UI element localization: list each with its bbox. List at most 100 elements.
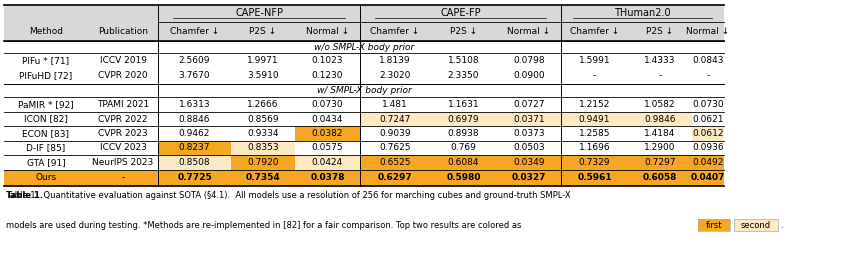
Text: NeurIPS 2023: NeurIPS 2023 xyxy=(93,158,154,167)
Text: 0.6525: 0.6525 xyxy=(379,158,411,167)
Text: 0.0900: 0.0900 xyxy=(513,72,545,80)
Text: ICCV 2023: ICCV 2023 xyxy=(99,144,146,153)
Text: PIFuHD [72]: PIFuHD [72] xyxy=(19,72,73,80)
Bar xyxy=(497,155,561,170)
Text: 0.9846: 0.9846 xyxy=(644,114,676,124)
Text: 0.9462: 0.9462 xyxy=(179,129,210,138)
Text: 0.7329: 0.7329 xyxy=(579,158,610,167)
Text: models are used during testing. *Methods are re-implemented in [82] for a fair c: models are used during testing. *Methods… xyxy=(6,220,522,230)
Text: P2S ↓: P2S ↓ xyxy=(450,27,477,36)
Bar xyxy=(628,112,692,126)
Text: 0.9039: 0.9039 xyxy=(379,129,411,138)
Text: 1.6313: 1.6313 xyxy=(179,100,210,109)
Text: PIFu * [71]: PIFu * [71] xyxy=(22,56,69,65)
Text: 0.0936: 0.0936 xyxy=(692,144,724,153)
Text: Chamfer ↓: Chamfer ↓ xyxy=(170,27,219,36)
Text: GTA [91]: GTA [91] xyxy=(27,158,66,167)
Text: 0.7297: 0.7297 xyxy=(644,158,676,167)
Text: 1.5991: 1.5991 xyxy=(579,56,611,65)
Text: 0.0407: 0.0407 xyxy=(691,174,725,183)
Text: -: - xyxy=(658,72,662,80)
Bar xyxy=(4,170,724,186)
Text: CAPE-FP: CAPE-FP xyxy=(440,8,481,18)
Text: Ours: Ours xyxy=(35,174,56,183)
Text: 1.2900: 1.2900 xyxy=(644,144,676,153)
Bar xyxy=(497,112,561,126)
Text: 0.0503: 0.0503 xyxy=(513,144,545,153)
Text: 0.8569: 0.8569 xyxy=(247,114,279,124)
Text: 1.8139: 1.8139 xyxy=(379,56,411,65)
Bar xyxy=(692,155,724,170)
Bar xyxy=(295,126,360,141)
Text: 0.0382: 0.0382 xyxy=(311,129,343,138)
Text: first: first xyxy=(706,220,722,230)
Text: 1.4184: 1.4184 xyxy=(644,129,676,138)
Text: .: . xyxy=(780,220,783,230)
Text: TPAMI 2021: TPAMI 2021 xyxy=(97,100,149,109)
Bar xyxy=(158,141,231,155)
Text: 1.481: 1.481 xyxy=(382,100,408,109)
Text: 0.6058: 0.6058 xyxy=(643,174,677,183)
Text: 0.0730: 0.0730 xyxy=(692,100,724,109)
Text: CVPR 2020: CVPR 2020 xyxy=(99,72,148,80)
Text: 1.2152: 1.2152 xyxy=(579,100,610,109)
Bar xyxy=(734,219,778,231)
Text: 0.0798: 0.0798 xyxy=(513,56,545,65)
Text: P2S ↓: P2S ↓ xyxy=(646,27,674,36)
Text: 0.8938: 0.8938 xyxy=(448,129,479,138)
Text: Method: Method xyxy=(29,27,63,36)
Bar xyxy=(158,155,231,170)
Text: 0.0378: 0.0378 xyxy=(311,174,345,183)
Text: 0.0843: 0.0843 xyxy=(692,56,724,65)
Text: 0.7725: 0.7725 xyxy=(177,174,212,183)
Bar xyxy=(4,5,724,41)
Text: 0.6979: 0.6979 xyxy=(448,114,479,124)
Text: Normal ↓: Normal ↓ xyxy=(687,27,729,36)
Bar xyxy=(692,126,724,141)
Text: CAPE-NFP: CAPE-NFP xyxy=(235,8,283,18)
Text: 0.8353: 0.8353 xyxy=(247,144,279,153)
Text: Chamfer ↓: Chamfer ↓ xyxy=(570,27,619,36)
Bar xyxy=(698,219,730,231)
Text: w/ SMPL-X body prior: w/ SMPL-X body prior xyxy=(317,86,412,95)
Text: 0.0349: 0.0349 xyxy=(513,158,545,167)
Text: 0.7625: 0.7625 xyxy=(379,144,411,153)
Text: 1.2666: 1.2666 xyxy=(247,100,279,109)
Text: 2.3350: 2.3350 xyxy=(448,72,479,80)
Text: -: - xyxy=(707,72,709,80)
Text: 0.0730: 0.0730 xyxy=(311,100,343,109)
Text: 1.4333: 1.4333 xyxy=(644,56,676,65)
Text: -: - xyxy=(121,174,125,183)
Text: 0.0612: 0.0612 xyxy=(692,129,724,138)
Text: 0.0575: 0.0575 xyxy=(311,144,343,153)
Text: P2S ↓: P2S ↓ xyxy=(249,27,277,36)
Text: 0.0373: 0.0373 xyxy=(513,129,545,138)
Text: -: - xyxy=(593,72,596,80)
Text: 0.9334: 0.9334 xyxy=(247,129,279,138)
Bar xyxy=(561,112,628,126)
Text: ICCV 2019: ICCV 2019 xyxy=(99,56,146,65)
Text: 0.0434: 0.0434 xyxy=(311,114,343,124)
Text: 0.8508: 0.8508 xyxy=(179,158,210,167)
Bar xyxy=(698,219,730,231)
Text: 0.0327: 0.0327 xyxy=(512,174,547,183)
Text: 2.3020: 2.3020 xyxy=(380,72,411,80)
Text: Publication: Publication xyxy=(98,27,148,36)
Text: 2.5609: 2.5609 xyxy=(179,56,210,65)
Text: D-IF [85]: D-IF [85] xyxy=(26,144,66,153)
Text: 0.7247: 0.7247 xyxy=(380,114,411,124)
Text: 0.0727: 0.0727 xyxy=(513,100,545,109)
Bar xyxy=(295,155,360,170)
Text: Normal ↓: Normal ↓ xyxy=(508,27,550,36)
Text: Table 1.  Quantitative evaluation against SOTA (§4.1).  All models use a resolut: Table 1. Quantitative evaluation against… xyxy=(6,191,571,200)
Text: 0.0492: 0.0492 xyxy=(692,158,724,167)
Bar xyxy=(231,141,295,155)
Text: CVPR 2022: CVPR 2022 xyxy=(99,114,148,124)
Text: 0.0621: 0.0621 xyxy=(692,114,724,124)
Text: 3.7670: 3.7670 xyxy=(179,72,210,80)
Text: 1.9971: 1.9971 xyxy=(247,56,279,65)
Text: 0.5980: 0.5980 xyxy=(446,174,481,183)
Text: 0.9491: 0.9491 xyxy=(579,114,610,124)
Bar xyxy=(430,155,497,170)
Text: 1.2585: 1.2585 xyxy=(579,129,610,138)
